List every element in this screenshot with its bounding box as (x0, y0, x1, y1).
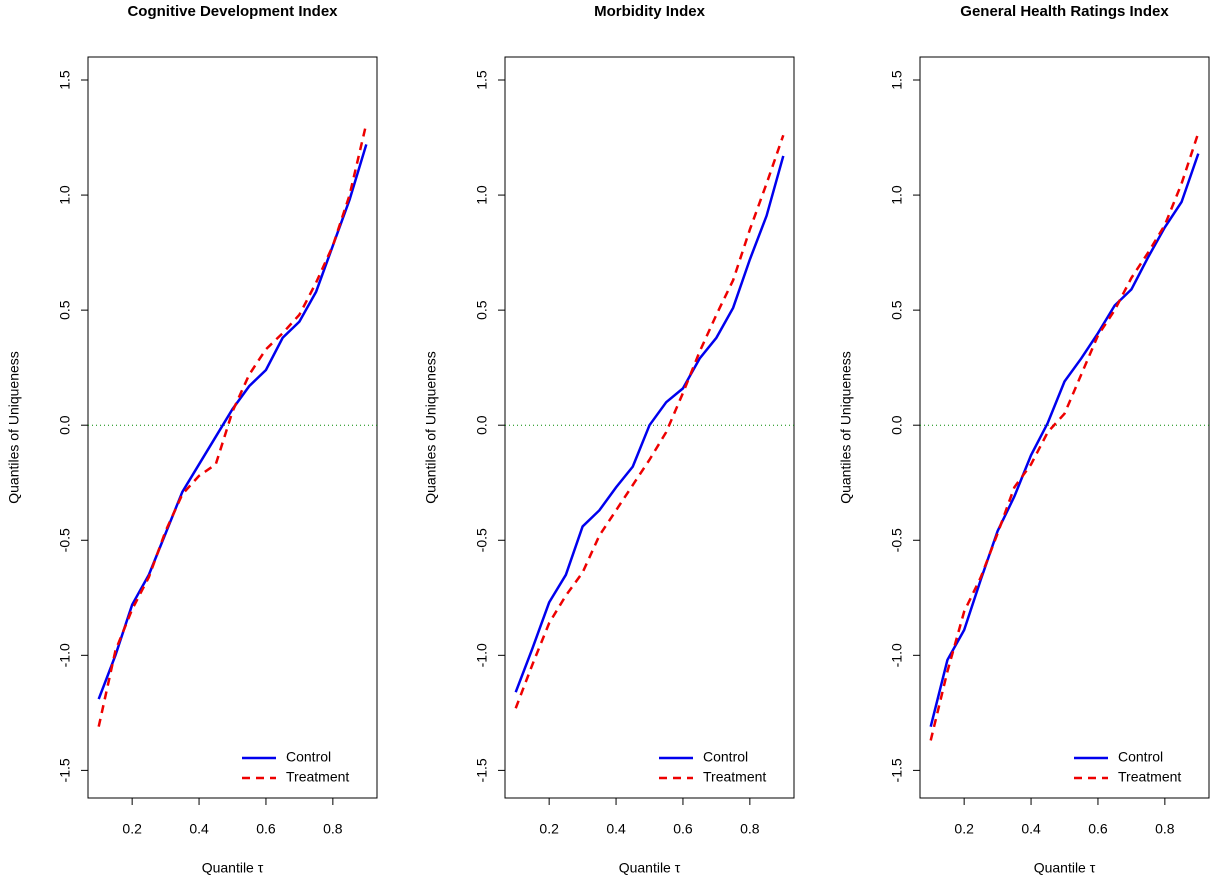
legend-label: Treatment (286, 769, 349, 785)
series-line (97, 144, 368, 700)
x-tick-label: 0.4 (606, 821, 626, 837)
x-axis-label: Quantile τ (202, 860, 264, 876)
y-tick-label: 1.0 (57, 185, 73, 205)
x-tick-label: 0.6 (673, 821, 693, 837)
y-tick-label: 0.0 (889, 415, 905, 435)
x-tick-label: 0.6 (1088, 821, 1108, 837)
x-tick-label: 0.8 (740, 821, 760, 837)
x-tick-label: 0.2 (122, 821, 142, 837)
series-line (514, 155, 785, 693)
legend-label: Control (703, 749, 748, 765)
y-tick-label: -0.5 (474, 528, 490, 552)
y-tick-label: -0.5 (889, 528, 905, 552)
y-tick-label: 1.0 (474, 185, 490, 205)
y-tick-label: 0.5 (57, 300, 73, 320)
x-tick-label: 0.8 (1155, 821, 1175, 837)
y-tick-label: -1.5 (57, 758, 73, 782)
legend-label: Treatment (703, 769, 766, 785)
x-tick-label: 0.8 (323, 821, 343, 837)
y-tick-label: -1.5 (474, 758, 490, 782)
y-axis-label: Quantiles of Uniqueness (423, 351, 439, 504)
legend-label: Control (286, 749, 331, 765)
x-axis-label: Quantile τ (1034, 860, 1096, 876)
plot-box (87, 56, 378, 799)
y-axis-label: Quantiles of Uniqueness (838, 351, 854, 504)
y-tick-label: -0.5 (57, 528, 73, 552)
plot-box (919, 56, 1210, 799)
series-line (929, 153, 1200, 727)
y-tick-label: 1.5 (57, 70, 73, 90)
y-tick-label: -1.5 (889, 758, 905, 782)
y-tick-label: 1.5 (889, 70, 905, 90)
y-tick-label: -1.0 (57, 643, 73, 667)
y-tick-label: 0.5 (889, 300, 905, 320)
y-axis-label: Quantiles of Uniqueness (6, 351, 22, 504)
series-line (97, 123, 368, 727)
x-axis-label: Quantile τ (619, 860, 681, 876)
y-tick-label: -1.0 (474, 643, 490, 667)
panel-title: Morbidity Index (594, 3, 705, 20)
y-tick-label: 0.0 (474, 415, 490, 435)
x-tick-label: 0.2 (954, 821, 974, 837)
panel-title: Cognitive Development Index (127, 3, 338, 20)
x-tick-label: 0.6 (256, 821, 276, 837)
legend-label: Treatment (1118, 769, 1181, 785)
series-line (514, 134, 785, 709)
x-tick-label: 0.2 (539, 821, 559, 837)
legend-label: Control (1118, 749, 1163, 765)
panel-title: General Health Ratings Index (960, 3, 1169, 20)
y-tick-label: 0.0 (57, 415, 73, 435)
y-tick-label: 1.5 (474, 70, 490, 90)
x-tick-label: 0.4 (1021, 821, 1041, 837)
y-tick-label: 1.0 (889, 185, 905, 205)
x-tick-label: 0.4 (189, 821, 209, 837)
series-line (929, 132, 1200, 741)
y-tick-label: -1.0 (889, 643, 905, 667)
y-tick-label: 0.5 (474, 300, 490, 320)
